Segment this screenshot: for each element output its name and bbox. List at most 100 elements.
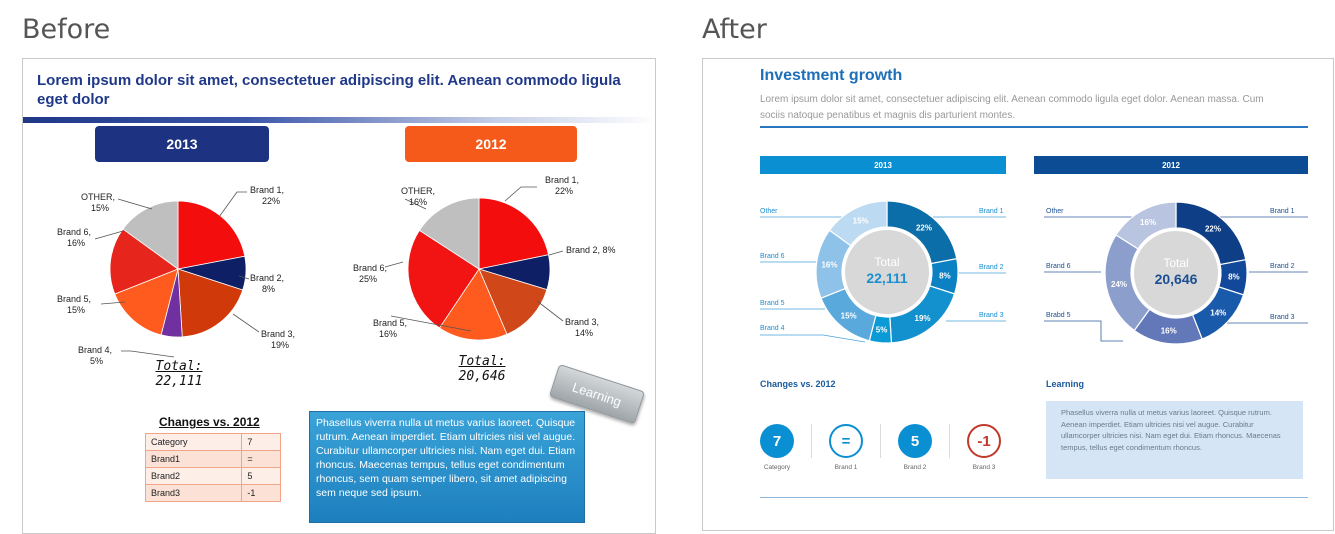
change-caption-brand2: Brand 2 <box>903 464 927 471</box>
before-total-2013: Total: 22,111 <box>155 359 203 389</box>
after-year-2013: 2013 <box>760 156 1006 174</box>
donut-2013-data-label-brand-5: 15% <box>841 312 857 321</box>
before-pie-charts <box>94 186 564 358</box>
change-badges: 7 Category = Brand 1 5 Brand 2 -1 Brand … <box>747 424 1027 471</box>
label-2012-brand6: Brand 6, 25% <box>353 263 388 284</box>
pie-2013-slices <box>109 200 247 338</box>
donut-2012-data-label-brand-2: 8% <box>1228 273 1240 282</box>
donut-2013-data-label-other: 15% <box>853 216 869 225</box>
pie-2013-slice-brand-1 <box>177 200 246 270</box>
label-2012-brand5: Brand 5, 16% <box>373 318 408 339</box>
after-2012-label-brand2: Brand 2 <box>1270 263 1295 270</box>
pie-2012-slice-brand-5 <box>438 268 508 341</box>
after-learning-title: Learning <box>1046 379 1085 389</box>
pie-2012-slice-brand-3 <box>478 268 548 335</box>
after-2013-label-brand1: Brand 1 <box>979 208 1004 215</box>
before-title: Lorem ipsum dolor sit amet, consectetuer… <box>37 72 621 108</box>
after-bottom-rule <box>760 497 1308 498</box>
donut-2012-data-label-other: 16% <box>1140 218 1156 227</box>
donut-2013-data-label-brand-1: 22% <box>916 223 932 232</box>
after-2013-label-brand6: Brand 6 <box>760 253 785 260</box>
change-caption-brand1: Brand 1 <box>834 464 858 471</box>
before-text-box: Phasellus viverra nulla ut metus varius … <box>309 411 585 523</box>
after-subtitle: Lorem ipsum dolor sit amet, consectetuer… <box>760 94 1264 121</box>
pie-2013-slice-other <box>122 200 179 270</box>
after-2012-label-brand6: Brand 6 <box>1046 263 1071 270</box>
donut-2012-total-label: Total <box>1163 256 1189 270</box>
donut-2013-total: 22,111 <box>866 270 908 286</box>
change-item-category: 7 Category <box>747 424 807 471</box>
donut-2013-segment-other <box>828 200 888 247</box>
changes-table: Category 7 Brand1 = Brand2 5 Brand3 -1 <box>144 433 281 502</box>
donut-2013-data-label-brand-2: 8% <box>939 272 951 281</box>
after-title-rule <box>760 126 1308 128</box>
donut-2013-data-label-brand-4: 5% <box>876 326 888 335</box>
label-2013-brand2: Brand 2, 8% <box>250 273 285 294</box>
before-year-2013: 2013 <box>95 126 269 162</box>
label-2012-brand1: Brand 1, 22% <box>545 175 580 196</box>
donut-2012-data-label-brand-3: 14% <box>1210 309 1226 318</box>
change-badge-brand1: = <box>829 424 863 458</box>
donut-2012-slices: 22% 8% 14% 16% 24% 16% <box>1104 201 1248 345</box>
label-2012-other: OTHER, 16% <box>401 186 436 207</box>
after-2012-label-brand1: Brand 1 <box>1270 208 1295 215</box>
before-year-2012: 2012 <box>405 126 577 162</box>
table-row: Brand2 5 <box>144 467 281 485</box>
before-total-2012: Total: 20,646 <box>458 354 506 384</box>
pie-2012-slice-brand-1 <box>478 197 550 270</box>
after-2013-label-brand4: Brand 4 <box>760 325 785 332</box>
after-2012-label-brand3: Brand 3 <box>1270 314 1295 321</box>
badge-separator <box>949 424 950 458</box>
donut-2012-data-label-brand-1: 22% <box>1205 224 1221 233</box>
after-2013-label-other: Other <box>760 208 778 215</box>
before-changes-title: Changes vs. 2012 <box>159 415 260 429</box>
pie-2012-slice-brand-6 <box>407 229 480 329</box>
badge-separator <box>811 424 812 458</box>
table-row: Brand1 = <box>144 450 281 468</box>
label-2013-brand4: Brand 4, 5% <box>78 345 113 366</box>
after-donut-charts: 22% 8% 19% 5% 15% 16% 15% 22% 8% 14% 16% 24% 16% <box>760 200 1308 345</box>
after-2013-label-brand5: Brand 5 <box>760 300 785 307</box>
donut-2013-center <box>845 230 929 314</box>
change-item-brand1: = Brand 1 <box>816 424 876 471</box>
after-2012-label-other: Other <box>1046 208 1064 215</box>
label-2013-brand6: Brand 6, 16% <box>57 227 92 248</box>
before-slide: Lorem ipsum dolor sit amet, consectetuer… <box>22 58 656 534</box>
before-title-rule <box>23 117 655 123</box>
change-caption-category: Category <box>763 464 791 471</box>
change-badge-brand2: 5 <box>898 424 932 458</box>
label-2012-brand3: Brand 3, 14% <box>565 317 600 338</box>
badge-separator <box>880 424 881 458</box>
donut-2013-total-label: Total <box>874 255 900 269</box>
after-2013-label-brand3: Brand 3 <box>979 312 1004 319</box>
change-item-brand2: 5 Brand 2 <box>885 424 945 471</box>
table-row: Brand3 -1 <box>144 484 281 502</box>
donut-2013-data-label-brand-6: 16% <box>821 261 837 270</box>
pie-2013-slice-brand-3 <box>177 268 244 338</box>
after-year-2012: 2012 <box>1034 156 1308 174</box>
donut-2012-total: 20,646 <box>1154 271 1198 287</box>
change-badge-category: 7 <box>760 424 794 458</box>
donut-2012-data-label-brand-6: 24% <box>1111 280 1127 289</box>
change-badge-brand3: -1 <box>967 424 1001 458</box>
after-title: Investment growth <box>760 67 903 84</box>
before-leader-lines <box>94 186 564 358</box>
change-item-brand3: -1 Brand 3 <box>954 424 1014 471</box>
pie-2013-slice-brand-5 <box>114 268 179 336</box>
label-2013-brand5: Brand 5, 15% <box>57 294 92 315</box>
table-row: Category 7 <box>144 433 281 451</box>
after-heading: After <box>702 14 767 45</box>
pie-2012-slices <box>407 197 551 341</box>
change-caption-brand3: Brand 3 <box>972 464 996 471</box>
donut-2013-slices: 22% 8% 19% 5% 15% 16% 15% <box>815 200 959 344</box>
after-changes-title: Changes vs. 2012 <box>760 379 836 389</box>
after-2013-label-brand2: Brand 2 <box>979 264 1004 271</box>
after-slide: Investment growth Lorem ipsum dolor sit … <box>702 58 1334 531</box>
label-2013-brand3: Brand 3, 19% <box>261 329 296 350</box>
after-2012-label-brand5: Brabd 5 <box>1046 312 1071 319</box>
donut-2012-segment-other <box>1115 201 1177 250</box>
donut-2012-center <box>1134 231 1218 315</box>
after-text-box: Phasellus viverra nulla ut metus varius … <box>1046 401 1303 479</box>
label-2013-other: OTHER, 15% <box>81 192 116 213</box>
donut-2013-data-label-brand-3: 19% <box>915 314 931 323</box>
